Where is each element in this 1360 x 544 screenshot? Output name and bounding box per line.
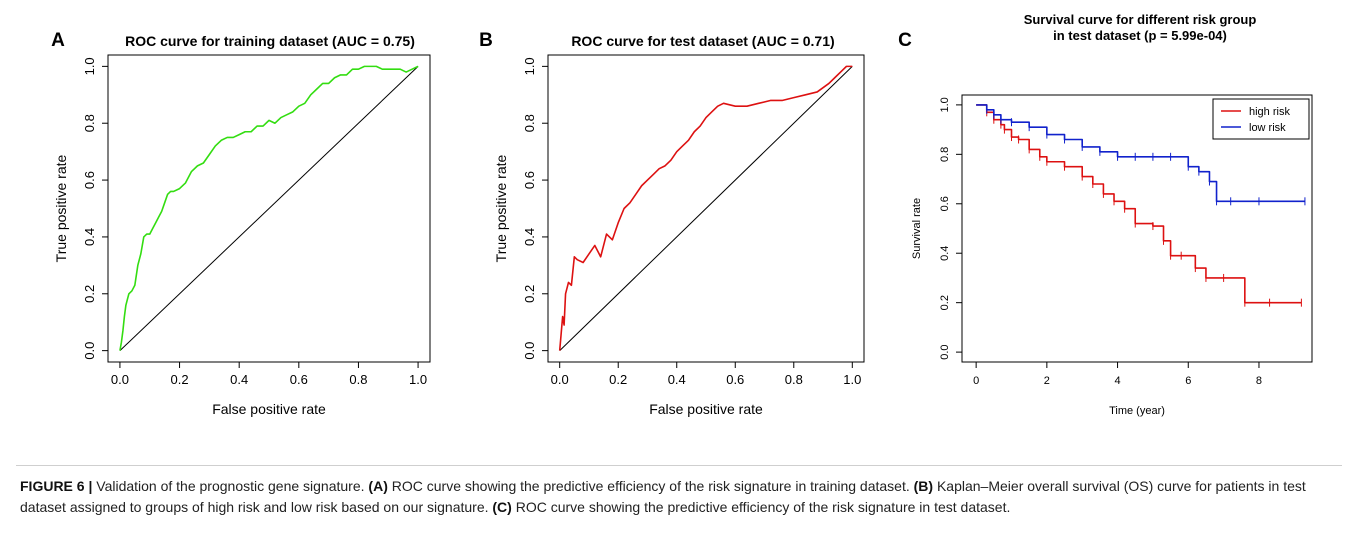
chart-title: in test dataset (p = 5.99e-04) (1053, 28, 1227, 43)
figure-caption-part: (A) (368, 478, 388, 494)
y-tick-label: 1.0 (82, 57, 97, 75)
x-tick-label: 6 (1185, 375, 1191, 387)
x-tick-label: 8 (1256, 375, 1262, 387)
x-tick-label: 0.8 (349, 372, 367, 387)
roc-series-line (119, 65, 419, 351)
plot-frame (547, 54, 865, 363)
x-tick-label: 0.2 (609, 372, 627, 387)
x-tick-label: 1.0 (843, 372, 861, 387)
y-tick-label: 0.8 (939, 147, 951, 162)
y-tick-label: 0.2 (939, 295, 951, 310)
chart-title: ROC curve for training dataset (AUC = 0.… (125, 33, 415, 49)
figure-caption-part: ROC curve showing the predictive efficie… (387, 478, 914, 494)
legend-label: high risk (1249, 106, 1290, 118)
y-tick-label: 1.0 (522, 57, 537, 75)
y-axis-label: True positive rate (493, 154, 509, 262)
x-tick-label: 0.6 (726, 372, 744, 387)
y-tick-label: 0.8 (82, 114, 97, 132)
panel-letter: A (51, 30, 65, 51)
legend-box (1212, 98, 1310, 140)
x-axis-label: False positive rate (212, 401, 326, 417)
figure-caption-part: (B) (913, 478, 934, 494)
x-tick-label: 1.0 (409, 372, 427, 387)
x-tick-label: 0.0 (111, 372, 129, 387)
x-tick-label: 0.0 (551, 372, 569, 387)
y-tick-label: 0.8 (522, 114, 537, 132)
figure-svg: A ROC curve for training dataset (AUC = 0… (51, 12, 1313, 417)
plot-frame (107, 54, 431, 363)
y-tick-label: 0.6 (82, 171, 97, 189)
x-tick-label: 4 (1114, 375, 1120, 387)
y-tick-label: 1.0 (939, 97, 951, 112)
y-axis-label: True positive rate (53, 154, 69, 262)
chart-title: Survival curve for different risk group (1024, 12, 1257, 27)
x-tick-label: 0.6 (290, 372, 308, 387)
y-axis-label: Survival rate (911, 198, 923, 259)
figure-caption-label: FIGURE 6 | (20, 478, 93, 494)
roc-series-line (558, 65, 853, 351)
figure-caption-part: (C) (492, 499, 512, 515)
y-tick-label: 0.2 (82, 285, 97, 303)
figure-caption-part: Kaplan–Meier overall survival (OS) curve… (20, 478, 1306, 515)
x-tick-label: 0.4 (230, 372, 248, 387)
y-tick-label: 0.2 (522, 285, 537, 303)
figure-caption-part: Validation of the prognostic gene signat… (92, 478, 369, 494)
x-tick-label: 2 (1044, 375, 1050, 387)
y-tick-label: 0.4 (82, 228, 97, 246)
reference-diagonal-line (119, 66, 419, 351)
legend-label: low risk (1249, 122, 1286, 134)
chart-title: ROC curve for test dataset (AUC = 0.71) (571, 33, 834, 49)
plot-frame (961, 94, 1313, 363)
y-tick-label: 0.0 (522, 342, 537, 360)
x-tick-label: 0 (973, 375, 979, 387)
figure-caption: FIGURE 6 | Validation of the prognostic … (20, 476, 1340, 518)
x-tick-label: 0.4 (668, 372, 686, 387)
x-tick-label: 0.2 (171, 372, 189, 387)
figure-caption-box: FIGURE 6 | Validation of the prognostic … (16, 465, 1342, 528)
figure-caption-part: ROC curve showing the predictive efficie… (511, 499, 1011, 515)
x-tick-label: 0.8 (785, 372, 803, 387)
reference-diagonal-line (559, 66, 853, 351)
y-tick-label: 0.4 (522, 228, 537, 246)
x-axis-label: Time (year) (1109, 405, 1165, 417)
y-tick-label: 0.4 (939, 246, 951, 261)
y-tick-label: 0.6 (939, 196, 951, 211)
panel-letter: C (898, 30, 912, 51)
x-axis-label: False positive rate (649, 401, 763, 417)
y-tick-label: 0.0 (82, 342, 97, 360)
y-tick-label: 0.6 (522, 171, 537, 189)
y-tick-label: 0.0 (939, 344, 951, 359)
panel-letter: B (479, 30, 493, 51)
